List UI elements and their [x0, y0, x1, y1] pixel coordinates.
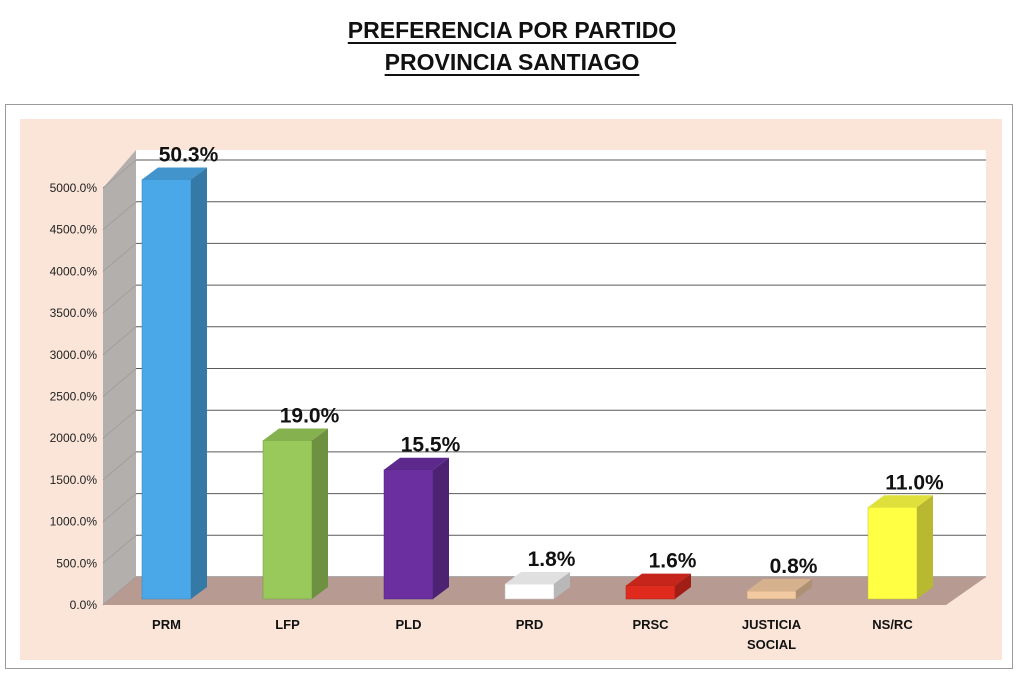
bar [746, 590, 797, 600]
x-tick-label: PLD [396, 617, 422, 632]
bar [141, 179, 192, 600]
bar [867, 507, 918, 600]
bar [262, 440, 313, 600]
bar-top [142, 167, 207, 180]
bar-top [384, 457, 449, 470]
x-tick-label: PRM [152, 617, 181, 632]
y-tick-label: 2000.0% [50, 431, 98, 445]
y-tick-label: 1500.0% [50, 473, 98, 487]
chart-title-line-1: PREFERENCIA POR PARTIDO [347, 17, 677, 43]
bar [383, 469, 434, 600]
data-label: 19.0% [280, 405, 340, 428]
bar-side [796, 579, 812, 599]
bar [625, 585, 676, 600]
y-tick-label: 2500.0% [50, 390, 98, 404]
data-label: 50.3% [159, 143, 219, 166]
bar-top [626, 573, 691, 586]
bar-top [505, 571, 570, 584]
bar-side [433, 457, 449, 599]
x-tick-label: PRD [516, 617, 543, 632]
x-tick-label: SOCIAL [747, 637, 796, 652]
bar-chart: 0.0% 500.0% 1000.0% 1500.0% 2000.0% 2500.0% 30… [20, 119, 1002, 660]
y-tick-label: 3500.0% [50, 306, 98, 320]
bar-top [263, 428, 328, 441]
bar-side [917, 495, 933, 599]
data-label: 15.5% [401, 434, 461, 457]
bar-side [191, 167, 207, 600]
y-tick-label: 4000.0% [50, 264, 98, 278]
x-tick-label: NS/RC [872, 617, 913, 632]
bar-side [312, 428, 328, 599]
y-tick-label: 0.0% [70, 598, 98, 612]
chart-title-line-2: PROVINCIA SANTIAGO [384, 49, 640, 75]
data-label: 1.6% [649, 550, 697, 573]
x-tick-label: LFP [275, 617, 300, 632]
bar-top [868, 495, 933, 508]
bar-side [675, 573, 691, 599]
bar [504, 583, 555, 600]
y-tick-label: 5000.0% [50, 181, 98, 195]
data-label: 1.8% [528, 548, 576, 571]
y-tick-label: 4500.0% [50, 223, 98, 237]
side-wall [103, 150, 136, 605]
chart-frame: 0.0% 500.0% 1000.0% 1500.0% 2000.0% 2500.0% 30… [5, 104, 1013, 669]
y-tick-label: 3000.0% [50, 348, 98, 362]
bar-top [747, 579, 812, 591]
x-tick-label: JUSTICIA [742, 617, 802, 632]
y-tick-label: 1000.0% [50, 515, 98, 529]
bar-side [554, 571, 570, 599]
y-tick-label: 500.0% [56, 556, 97, 570]
data-label: 11.0% [885, 471, 944, 494]
x-tick-label: PRSC [632, 617, 669, 632]
data-label: 0.8% [770, 555, 818, 578]
chart-title: PREFERENCIA POR PARTIDO PROVINCIA SANTIA… [0, 14, 1024, 78]
